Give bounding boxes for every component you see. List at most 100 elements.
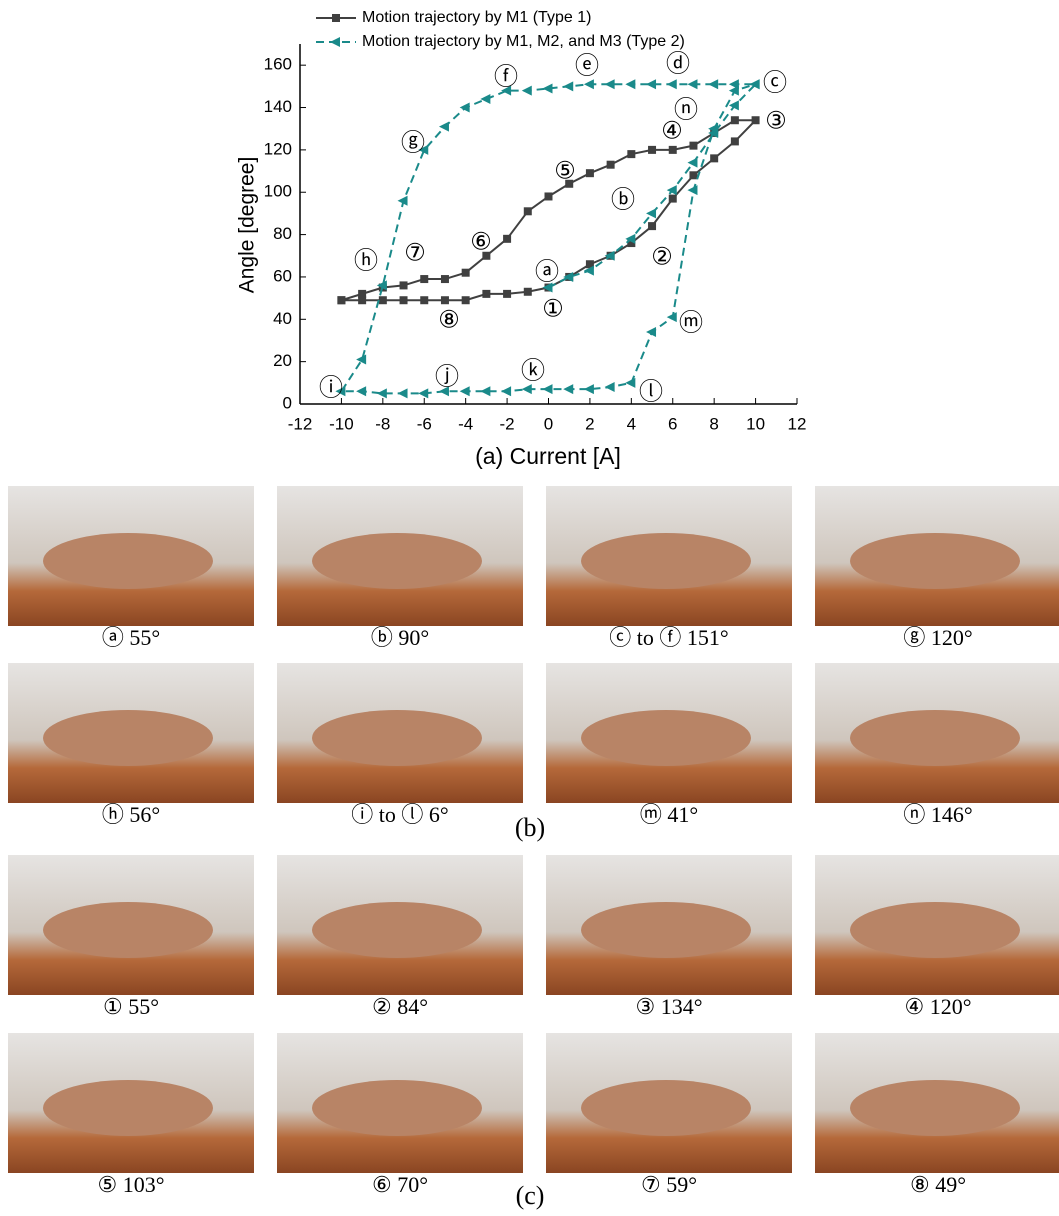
marker <box>356 386 366 396</box>
caption: ④ 120° <box>904 994 971 1019</box>
marker <box>398 388 408 398</box>
caption: ⓘ to ⓛ 6° <box>351 802 448 827</box>
x-tick-label: -10 <box>329 414 354 433</box>
caption: ⓜ 41° <box>640 802 698 827</box>
annotation: ⓐ <box>535 258 559 285</box>
x-tick-label: -12 <box>288 414 313 433</box>
marker <box>420 275 428 283</box>
marker <box>689 171 697 179</box>
legend-label: Motion trajectory by M1, M2, and M3 (Typ… <box>362 33 685 50</box>
marker <box>522 86 532 96</box>
y-tick-label: 140 <box>264 97 292 116</box>
caption: ⓑ 90° <box>371 625 429 650</box>
y-tick-label: 100 <box>264 182 292 201</box>
marker <box>752 116 760 124</box>
marker <box>503 290 511 298</box>
x-tick-label: -6 <box>417 414 432 433</box>
marker <box>648 146 656 154</box>
marker <box>627 150 635 158</box>
marker <box>356 355 366 365</box>
marker <box>400 281 408 289</box>
annotation: ⓜ <box>679 309 703 336</box>
marker <box>377 388 387 398</box>
caption: ① 55° <box>103 994 159 1019</box>
annotation: ③ <box>765 107 787 134</box>
caption: ② 84° <box>372 994 428 1019</box>
y-tick-label: 40 <box>273 309 292 328</box>
y-tick-label: 0 <box>283 393 292 412</box>
annotation: ⑤ <box>554 157 576 184</box>
marker <box>543 384 553 394</box>
marker <box>480 386 490 396</box>
marker <box>648 222 656 230</box>
marker <box>646 327 656 337</box>
x-tick-label: 12 <box>788 414 807 433</box>
caption: ⓗ 56° <box>102 802 160 827</box>
marker <box>710 154 718 162</box>
marker <box>460 386 470 396</box>
y-tick-label: 120 <box>264 139 292 158</box>
marker <box>729 100 739 110</box>
caption: ⑦ 59° <box>641 1172 697 1197</box>
marker <box>731 137 739 145</box>
marker <box>625 378 635 388</box>
marker <box>543 83 553 93</box>
figure: Angle [degree] (a) Current [A] (b) (c) 0… <box>0 0 1059 1211</box>
marker <box>441 296 449 304</box>
marker <box>669 146 677 154</box>
marker <box>522 384 532 394</box>
marker <box>667 185 677 195</box>
x-tick-label: -2 <box>500 414 515 433</box>
annotation: ② <box>651 243 673 270</box>
hand <box>43 533 213 589</box>
marker <box>337 296 345 304</box>
hand <box>581 710 751 766</box>
caption: ⓒ to ⓕ 151° <box>609 625 728 650</box>
annotation: ⓔ <box>575 52 599 79</box>
hand <box>581 1080 751 1136</box>
hand <box>850 710 1020 766</box>
marker <box>689 142 697 150</box>
annotation: ⓓ <box>666 50 690 77</box>
x-tick-label: 0 <box>544 414 553 433</box>
hand <box>312 902 482 958</box>
y-axis-label: Angle [degree] <box>236 157 259 294</box>
hand <box>850 533 1020 589</box>
x-tick-label: 10 <box>746 414 765 433</box>
x-tick-label: -8 <box>375 414 390 433</box>
legend-marker <box>332 14 340 22</box>
marker <box>400 296 408 304</box>
marker <box>524 288 532 296</box>
marker <box>708 79 718 89</box>
marker <box>586 169 594 177</box>
x-tick-label: 6 <box>668 414 677 433</box>
panel-label: (c) <box>516 1181 545 1210</box>
x-tick-label: 8 <box>709 414 718 433</box>
annotation: ⓛ <box>639 378 663 405</box>
marker <box>482 290 490 298</box>
marker <box>460 103 470 113</box>
marker <box>605 79 615 89</box>
marker <box>379 296 387 304</box>
marker <box>441 275 449 283</box>
legend-marker <box>330 37 340 47</box>
annotation: ① <box>542 295 564 322</box>
marker <box>646 208 656 218</box>
hand <box>581 902 751 958</box>
marker <box>687 158 697 168</box>
marker <box>501 386 511 396</box>
x-tick-label: 4 <box>627 414 636 433</box>
y-tick-label: 160 <box>264 55 292 74</box>
caption: ③ 134° <box>635 994 702 1019</box>
marker <box>667 79 677 89</box>
x-tick-label: 2 <box>585 414 594 433</box>
annotation: ⓙ <box>435 363 459 390</box>
hand <box>43 710 213 766</box>
annotation: ⓕ <box>494 63 518 90</box>
marker <box>607 161 615 169</box>
x-axis-label: (a) Current [A] <box>475 443 621 469</box>
marker <box>545 192 553 200</box>
legend-label: Motion trajectory by M1 (Type 1) <box>362 9 591 26</box>
annotation: ⓒ <box>763 69 787 96</box>
hand <box>312 533 482 589</box>
